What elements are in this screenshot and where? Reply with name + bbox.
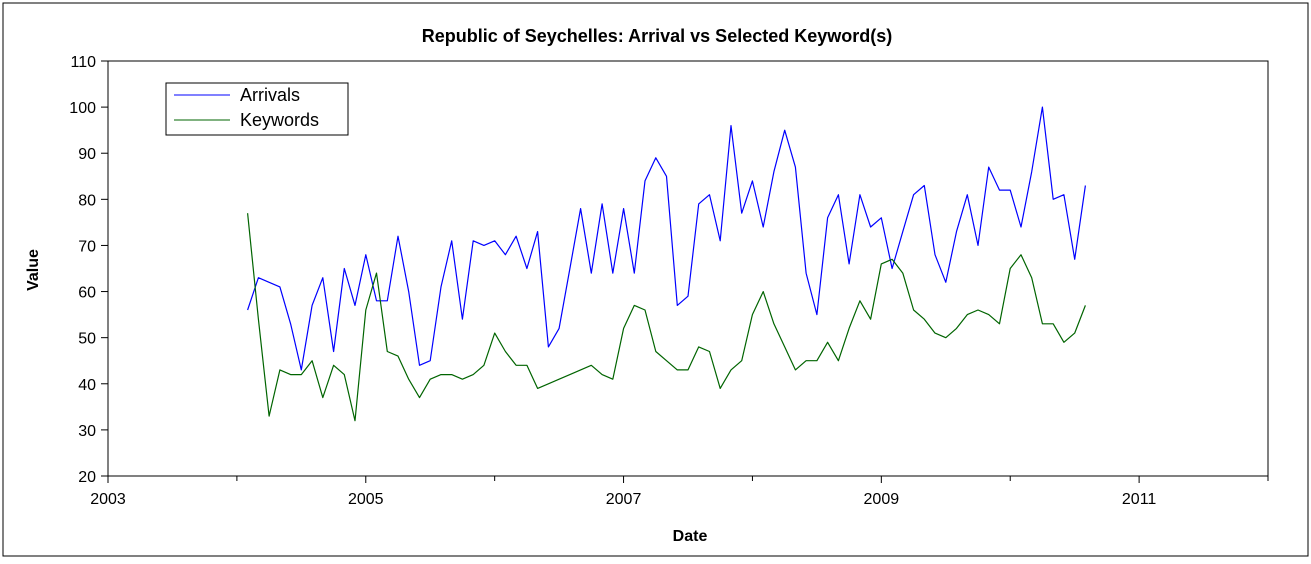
x-tick-label: 2007 [606,491,642,508]
y-tick-label: 40 [78,377,96,394]
y-tick-label: 100 [69,100,96,117]
x-tick-label: 2011 [1122,491,1157,508]
y-tick-label: 50 [78,331,96,348]
y-tick-label: 110 [70,54,96,71]
y-tick-label: 20 [78,469,96,486]
legend-label-keywords: Keywords [240,110,319,130]
y-tick-label: 60 [78,285,96,302]
y-tick-label: 90 [78,146,96,163]
x-tick-label: 2009 [864,491,900,508]
y-tick-label: 30 [78,423,96,440]
y-axis-label: Value [25,249,42,291]
legend: Arrivals Keywords [166,83,348,135]
y-tick-label: 80 [78,192,96,209]
x-tick-label: 2005 [348,491,384,508]
chart-title: Republic of Seychelles: Arrival vs Selec… [422,26,893,46]
x-tick-label: 2003 [90,491,126,508]
legend-label-arrivals: Arrivals [240,85,300,105]
y-tick-label: 70 [78,238,96,255]
x-axis-label: Date [673,528,708,545]
